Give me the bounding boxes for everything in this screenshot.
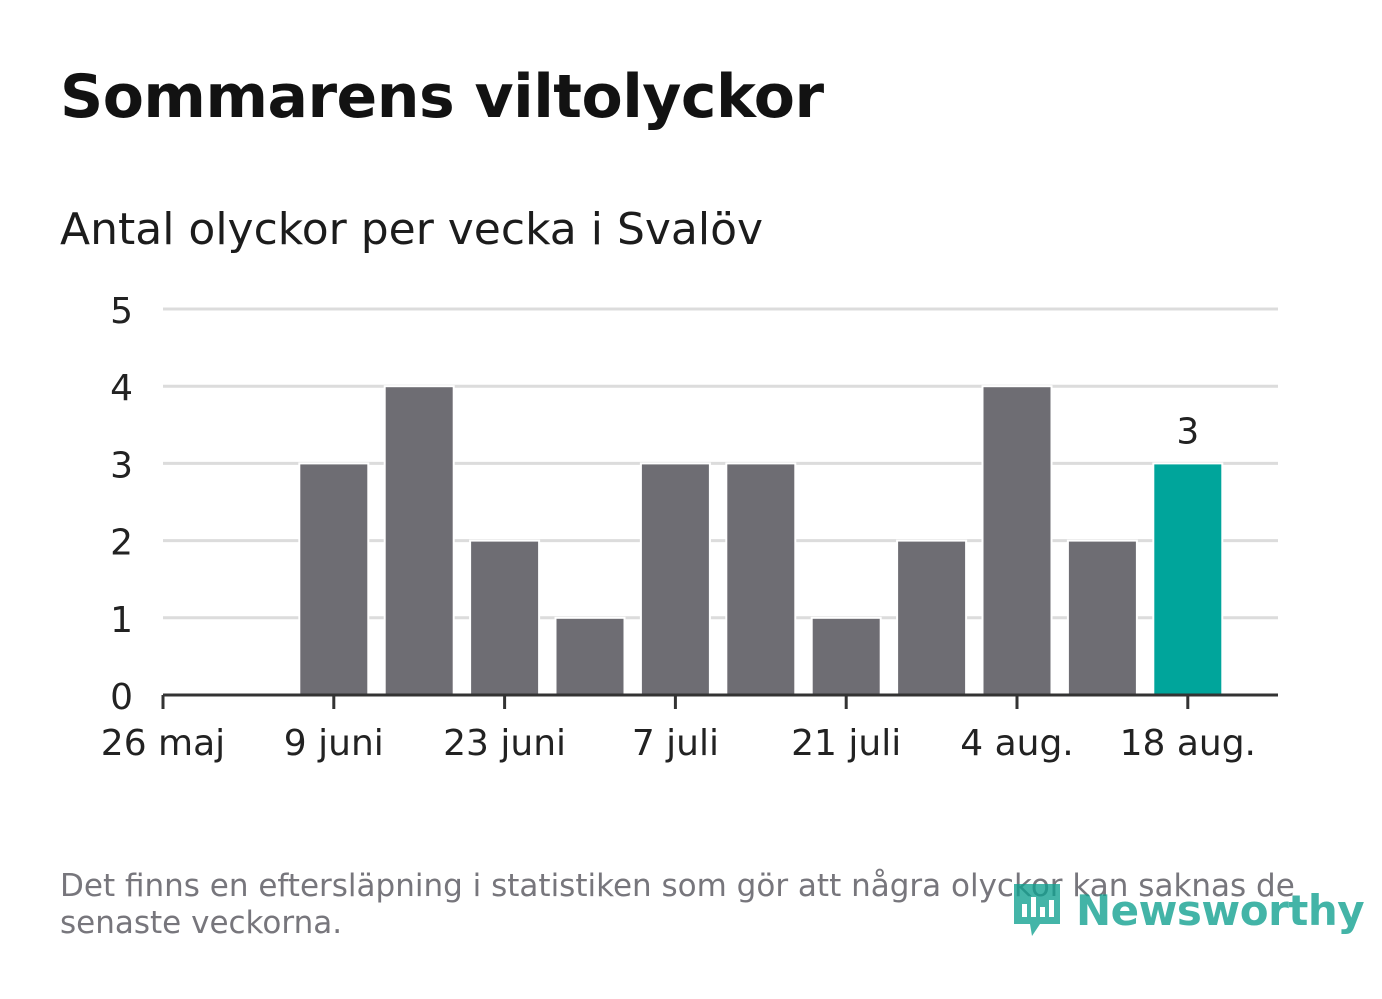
- data-labels: 3: [1176, 411, 1199, 452]
- y-tick-label: 5: [110, 291, 133, 332]
- bar: [554, 616, 626, 696]
- bar: [469, 539, 541, 696]
- x-tick-label: 18 aug.: [1120, 723, 1256, 764]
- bar: [981, 385, 1053, 696]
- bar: [298, 462, 370, 696]
- bar: [639, 462, 711, 696]
- bar: [810, 616, 882, 696]
- bar: [725, 462, 797, 696]
- x-tick-label: 21 juli: [791, 723, 901, 764]
- bar: [1152, 462, 1224, 696]
- brand-name: Newsworthy: [1076, 885, 1365, 935]
- x-tick-label: 4 aug.: [960, 723, 1074, 764]
- footnote: Det finns en eftersläpning i statistiken…: [60, 868, 1295, 941]
- y-tick-label: 3: [110, 445, 133, 486]
- x-axis-ticks: 26 maj 9 juni 23 juni 7 juli 21 juli 4 aug. 18…: [101, 695, 1256, 764]
- x-tick-label: 26 maj: [101, 723, 225, 764]
- x-tick-label: 23 juni: [443, 723, 566, 764]
- y-tick-label: 0: [110, 677, 133, 718]
- chart-title: Sommarens viltolyckor: [60, 62, 824, 132]
- bar: [1066, 539, 1138, 696]
- chart-subtitle: Antal olyckor per vecka i Svalöv: [60, 204, 764, 255]
- newsworthy-logo: Newsworthy: [1010, 880, 1365, 940]
- x-tick-label: 9 juni: [284, 723, 384, 764]
- y-tick-label: 2: [110, 523, 133, 564]
- x-tick-label: 7 juli: [632, 723, 719, 764]
- bar: [896, 539, 968, 696]
- bar: [383, 385, 455, 696]
- y-axis-ticks: 0 1 2 3 4 5: [110, 291, 133, 718]
- data-label: 3: [1176, 411, 1199, 452]
- bars: [298, 385, 1224, 696]
- newsworthy-logo-icon: [1014, 884, 1060, 936]
- y-tick-label: 1: [110, 600, 133, 641]
- y-tick-label: 4: [110, 368, 133, 409]
